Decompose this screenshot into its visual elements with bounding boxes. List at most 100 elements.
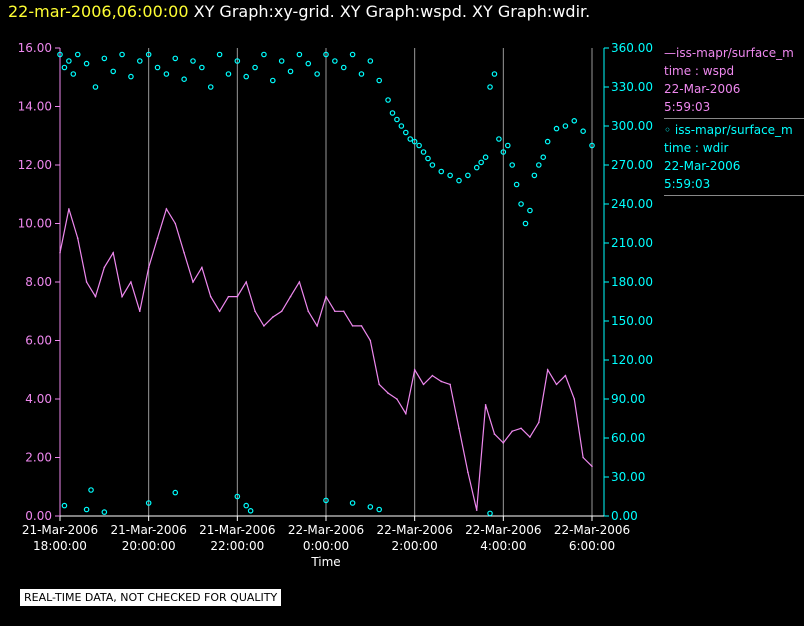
wdir-point bbox=[110, 68, 117, 75]
wspd-point bbox=[263, 325, 265, 327]
wspd-point bbox=[520, 427, 522, 430]
y-left-tick-label: 16.00 bbox=[18, 41, 52, 55]
wdir-point bbox=[247, 507, 254, 514]
wdir-point bbox=[128, 73, 134, 80]
wdir-point bbox=[323, 51, 329, 58]
wspd-point bbox=[147, 266, 150, 269]
wdir-point bbox=[367, 58, 374, 64]
wspd-point bbox=[201, 266, 203, 269]
wspd-point bbox=[245, 281, 247, 283]
x-tick-label-date: 22-Mar-2006 bbox=[376, 523, 452, 537]
wdir-point bbox=[491, 71, 498, 77]
legend-wdir-date: 22-Mar-2006 bbox=[664, 159, 741, 173]
wdir-point bbox=[425, 155, 431, 162]
wdir-point bbox=[261, 51, 267, 58]
wdir-point bbox=[389, 110, 396, 116]
wdir-point bbox=[487, 84, 493, 90]
wspd-point bbox=[351, 325, 354, 327]
y-right-tick-label: 210.00 bbox=[611, 236, 653, 250]
wdir-point bbox=[234, 493, 241, 500]
wdir-point bbox=[500, 149, 507, 155]
x-tick-label-time: 4:00:00 bbox=[480, 539, 526, 553]
x-axis-label: Time bbox=[310, 555, 340, 569]
wspd-point bbox=[183, 251, 185, 254]
wdir-point bbox=[287, 68, 294, 75]
wdir-point bbox=[553, 125, 560, 132]
y-left-tick-label: 10.00 bbox=[18, 217, 52, 231]
wdir-point bbox=[83, 506, 90, 513]
wdir-point bbox=[172, 489, 179, 496]
wdir-point bbox=[478, 159, 484, 166]
wdir-point bbox=[522, 220, 529, 227]
wdir-point bbox=[411, 138, 418, 145]
wspd-point bbox=[94, 295, 97, 298]
wdir-point bbox=[571, 118, 578, 124]
wdir-point bbox=[376, 77, 383, 84]
legend-wspd: —iss-mapr/surface_m time : wspd 22-Mar-2… bbox=[664, 44, 804, 119]
wspd-point bbox=[218, 310, 221, 313]
x-tick-label-time: 2:00:00 bbox=[392, 539, 438, 553]
wspd-point bbox=[475, 509, 478, 511]
wspd-point bbox=[325, 295, 327, 298]
grid bbox=[59, 48, 593, 516]
x-tick-label-date: 22-Mar-2006 bbox=[288, 523, 364, 537]
legend-wdir: ◦ iss-mapr/surface_m time : wdir 22-Mar-… bbox=[664, 121, 804, 196]
wdir-point bbox=[145, 51, 152, 58]
wdir-point bbox=[531, 172, 538, 179]
wdir-point bbox=[92, 84, 99, 90]
wdir-point bbox=[269, 77, 276, 84]
wdir-point bbox=[88, 487, 94, 493]
wdir-point bbox=[416, 142, 422, 149]
wdir-point bbox=[394, 116, 400, 123]
wspd-point bbox=[440, 380, 443, 383]
wspd-point bbox=[467, 471, 469, 473]
wspd-point bbox=[316, 325, 318, 327]
wspd-point bbox=[538, 421, 540, 424]
wspd-point bbox=[484, 404, 487, 406]
wspd-point bbox=[334, 310, 336, 313]
y-left-tick-label: 2.00 bbox=[25, 451, 52, 465]
wdir-point bbox=[190, 58, 196, 64]
wdir-point bbox=[487, 510, 493, 517]
y-right-tick-label: 90.00 bbox=[611, 392, 645, 406]
wspd-point bbox=[227, 295, 230, 298]
wdir-point bbox=[407, 136, 414, 142]
legend-wdir-time: 5:59:03 bbox=[664, 177, 711, 191]
y-left-tick-label: 12.00 bbox=[18, 158, 52, 172]
y-left-tick-label: 6.00 bbox=[25, 334, 52, 348]
wdir-point bbox=[101, 509, 108, 515]
wdir-point bbox=[349, 500, 356, 506]
wdir-point bbox=[482, 154, 489, 161]
wdir-point bbox=[504, 142, 511, 149]
wspd-point bbox=[546, 368, 549, 371]
wspd-point bbox=[529, 436, 531, 438]
wdir-point bbox=[61, 64, 68, 71]
wdir-point bbox=[580, 128, 586, 135]
wspd-point bbox=[254, 310, 256, 313]
wdir-point bbox=[145, 500, 152, 506]
title-date: 22-mar-2006,06:00:00 bbox=[8, 2, 189, 21]
wspd-point bbox=[449, 383, 451, 386]
wdir-point bbox=[473, 164, 480, 171]
wdir-point bbox=[323, 497, 329, 504]
legend-wspd-name: —iss-mapr/surface_m bbox=[664, 46, 794, 60]
y-right-tick-label: 270.00 bbox=[611, 158, 653, 172]
wspd-point bbox=[156, 237, 159, 239]
wdir-point bbox=[137, 58, 143, 64]
wspd-point bbox=[413, 368, 416, 371]
x-tick-label-time: 22:00:00 bbox=[210, 539, 264, 553]
wspd-point bbox=[493, 433, 496, 435]
wdir-point bbox=[243, 73, 250, 80]
x-tick-label-date: 22-Mar-2006 bbox=[554, 523, 630, 537]
wdir-point bbox=[349, 51, 356, 58]
wdir-point bbox=[438, 168, 445, 175]
wspd-point bbox=[360, 325, 363, 327]
wspd-point bbox=[342, 310, 345, 313]
wspd-point bbox=[192, 281, 194, 283]
x-tick-label-time: 0:00:00 bbox=[303, 539, 349, 553]
x-tick-label-date: 21-Mar-2006 bbox=[199, 523, 275, 537]
x-tick-label-time: 18:00:00 bbox=[33, 539, 87, 553]
wspd-point bbox=[422, 383, 425, 386]
wspd-point bbox=[76, 237, 79, 239]
wdir-point bbox=[216, 51, 223, 58]
